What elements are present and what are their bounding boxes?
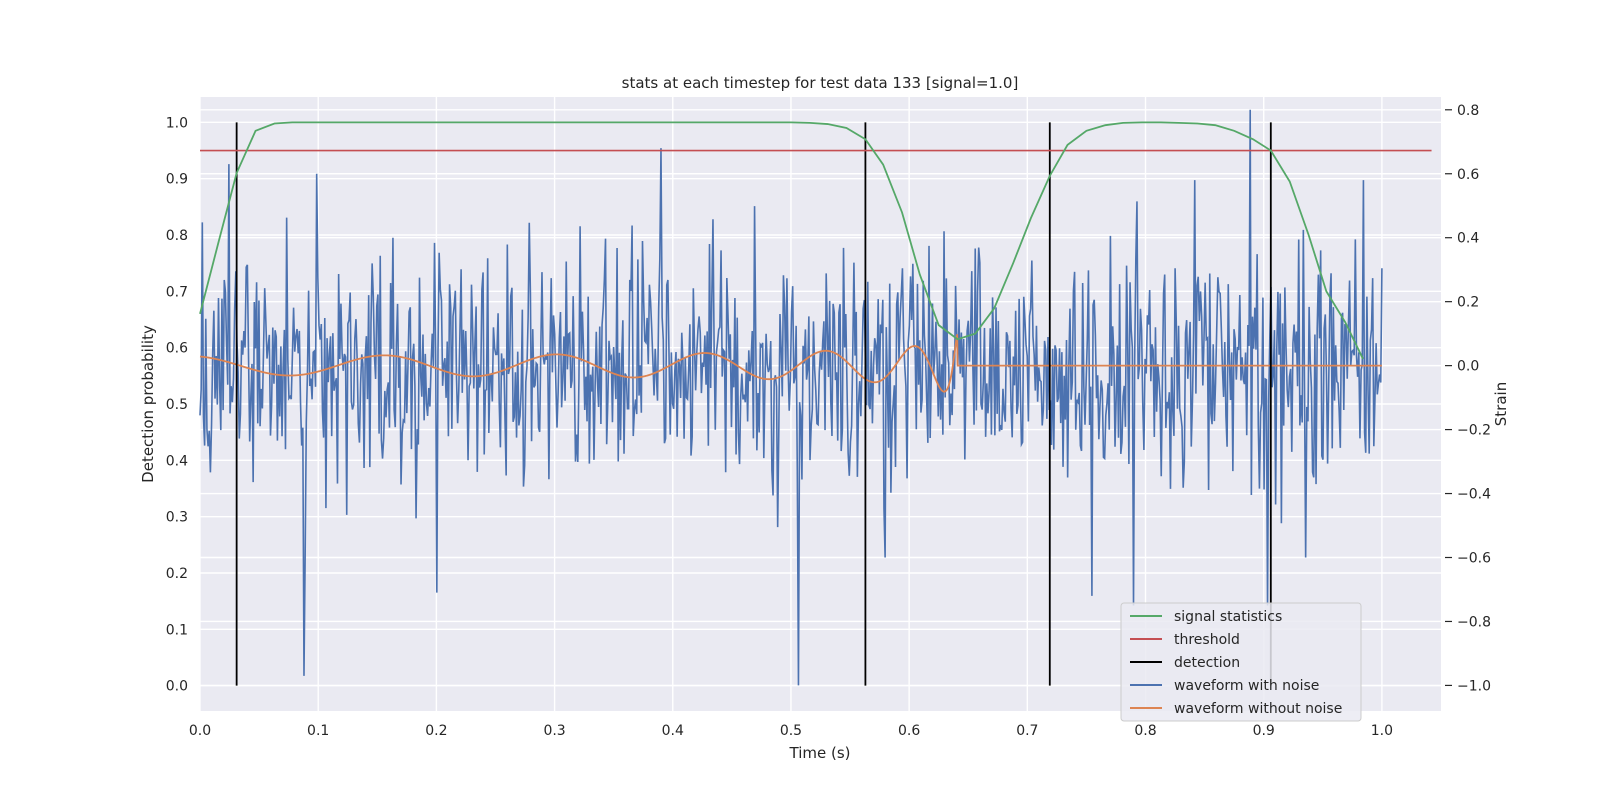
series-waveform-with-noise (199, 109, 1383, 686)
y-tick-label: 0.5 (166, 397, 188, 413)
x-tick-label: 1.0 (1371, 723, 1393, 739)
y-axis-right: −1.0 −0.8 −0.6 −0.4 −0.2 0.0 0.2 0.4 0.6 0.8 (1445, 103, 1491, 694)
y-axis-right-label: Strain (1492, 382, 1510, 426)
series-waveform-without-noise (199, 334, 1382, 393)
y-axis-left: 0.0 0.1 0.2 0.3 0.4 0.5 0.6 0.7 0.8 0.9 1.0 (166, 115, 188, 694)
x-tick-label: 0.4 (662, 723, 684, 739)
chart-title: stats at each timestep for test data 133… (622, 74, 1019, 92)
x-tick-label: 0.3 (543, 723, 565, 739)
series-signal-statistics (199, 121, 1364, 360)
legend-label-clean: waveform without noise (1174, 701, 1342, 717)
x-tick-label: 0.8 (1134, 723, 1156, 739)
y-right-tick-label: 0.4 (1457, 231, 1479, 247)
y-right-tick-label: −1.0 (1457, 678, 1491, 694)
y-tick-label: 0.9 (166, 172, 188, 188)
y-tick-label: 0.6 (166, 341, 188, 357)
x-tick-label: 0.6 (898, 723, 920, 739)
legend-box (1120, 602, 1362, 722)
x-tick-label: 0.7 (1016, 723, 1038, 739)
x-tick-label: 0.0 (189, 723, 211, 739)
y-tick-label: 0.4 (166, 453, 188, 469)
y-tick-label: 1.0 (166, 115, 188, 131)
x-tick-label: 0.5 (780, 723, 802, 739)
y-right-tick-label: −0.4 (1457, 487, 1491, 503)
legend-label-signal: signal statistics (1174, 609, 1282, 625)
y-tick-label: 0.1 (166, 622, 188, 638)
y-tick-label: 0.2 (166, 566, 188, 582)
x-axis: 0.0 0.1 0.2 0.3 0.4 0.5 0.6 0.7 0.8 0.9 1.0 (189, 723, 1393, 739)
y-axis-label: Detection probability (139, 325, 157, 483)
y-right-tick-label: −0.6 (1457, 551, 1491, 567)
y-right-tick-label: 0.8 (1457, 103, 1479, 119)
y-tick-label: 0.8 (166, 228, 188, 244)
y-tick-label: 0.3 (166, 510, 188, 526)
legend: signal statistics threshold detection wa… (1120, 602, 1362, 722)
legend-label-detection: detection (1174, 655, 1240, 671)
x-tick-label: 0.2 (425, 723, 447, 739)
y-tick-label: 0.7 (166, 284, 188, 300)
y-right-tick-label: 0.0 (1457, 359, 1479, 375)
legend-label-noisy: waveform with noise (1174, 678, 1319, 694)
y-right-tick-label: −0.2 (1457, 423, 1491, 439)
y-right-tick-label: 0.2 (1457, 295, 1479, 311)
y-tick-label: 0.0 (166, 679, 188, 695)
x-axis-label: Time (s) (789, 744, 851, 762)
y-right-tick-label: −0.8 (1457, 614, 1491, 630)
x-tick-label: 0.9 (1253, 723, 1275, 739)
x-tick-label: 0.1 (307, 723, 329, 739)
legend-label-threshold: threshold (1174, 632, 1240, 648)
series-layer (199, 109, 1432, 686)
y-right-tick-label: 0.6 (1457, 167, 1479, 183)
